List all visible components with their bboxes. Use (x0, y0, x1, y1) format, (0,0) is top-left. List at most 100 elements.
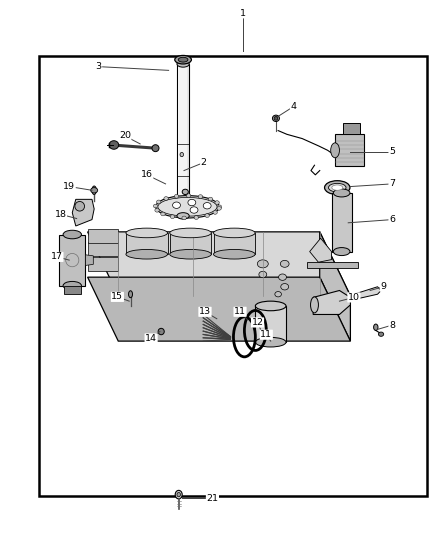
Polygon shape (170, 233, 211, 254)
Ellipse shape (281, 284, 289, 290)
Ellipse shape (182, 216, 186, 220)
Ellipse shape (177, 492, 180, 497)
Ellipse shape (194, 216, 198, 220)
Ellipse shape (182, 189, 188, 195)
Ellipse shape (332, 185, 343, 190)
Ellipse shape (274, 116, 278, 120)
Ellipse shape (156, 200, 161, 204)
Polygon shape (88, 242, 118, 256)
Ellipse shape (92, 186, 96, 195)
Text: 11: 11 (260, 330, 272, 339)
Text: 6: 6 (389, 215, 395, 224)
Ellipse shape (156, 196, 219, 218)
Ellipse shape (203, 203, 211, 209)
Ellipse shape (255, 301, 286, 311)
Ellipse shape (280, 260, 289, 267)
Ellipse shape (174, 195, 179, 198)
Ellipse shape (187, 194, 191, 198)
Ellipse shape (198, 195, 203, 198)
Ellipse shape (311, 297, 318, 313)
Ellipse shape (177, 61, 189, 67)
Ellipse shape (213, 211, 217, 214)
Ellipse shape (170, 215, 175, 219)
Ellipse shape (158, 198, 217, 216)
Polygon shape (335, 134, 364, 166)
Polygon shape (214, 233, 255, 254)
Bar (39, 56, 427, 496)
Ellipse shape (331, 143, 339, 158)
Text: 14: 14 (145, 334, 157, 343)
Polygon shape (313, 290, 350, 314)
Ellipse shape (255, 337, 286, 347)
Text: 20: 20 (119, 132, 131, 140)
Polygon shape (88, 257, 118, 271)
Ellipse shape (63, 281, 81, 290)
Ellipse shape (178, 57, 188, 62)
Polygon shape (343, 123, 360, 134)
Ellipse shape (259, 271, 267, 278)
Ellipse shape (170, 228, 212, 238)
Text: 9: 9 (380, 282, 386, 291)
Polygon shape (178, 64, 187, 216)
Ellipse shape (63, 230, 81, 239)
Ellipse shape (173, 202, 180, 208)
Ellipse shape (126, 249, 168, 259)
Polygon shape (332, 193, 352, 252)
Ellipse shape (374, 324, 378, 330)
Text: 1: 1 (240, 9, 246, 18)
Ellipse shape (378, 332, 384, 336)
Polygon shape (307, 262, 358, 268)
Ellipse shape (205, 214, 209, 217)
Text: 8: 8 (389, 321, 395, 329)
Text: 15: 15 (111, 293, 124, 301)
Polygon shape (354, 287, 381, 300)
Ellipse shape (153, 204, 158, 208)
Ellipse shape (180, 152, 184, 157)
Ellipse shape (126, 228, 168, 238)
Text: 5: 5 (389, 148, 395, 156)
Ellipse shape (161, 212, 165, 216)
Ellipse shape (328, 183, 346, 192)
Ellipse shape (333, 247, 350, 256)
Ellipse shape (214, 249, 255, 259)
Text: 19: 19 (63, 182, 75, 191)
Text: 2: 2 (201, 158, 207, 167)
Text: 10: 10 (348, 293, 360, 302)
Ellipse shape (129, 291, 132, 297)
Ellipse shape (155, 208, 159, 212)
Ellipse shape (170, 249, 212, 259)
Ellipse shape (175, 490, 182, 499)
Polygon shape (88, 232, 350, 296)
Ellipse shape (188, 199, 196, 206)
Ellipse shape (272, 115, 279, 122)
Text: 11: 11 (234, 308, 246, 316)
Polygon shape (85, 255, 93, 265)
Polygon shape (320, 232, 350, 341)
Ellipse shape (175, 55, 191, 64)
Polygon shape (72, 199, 94, 226)
Polygon shape (255, 306, 286, 342)
Ellipse shape (91, 188, 98, 193)
Ellipse shape (190, 207, 198, 213)
Ellipse shape (275, 292, 281, 297)
Text: 17: 17 (51, 253, 63, 261)
Ellipse shape (214, 228, 255, 238)
Polygon shape (177, 64, 189, 216)
Ellipse shape (217, 205, 222, 209)
Text: 16: 16 (141, 171, 153, 179)
Polygon shape (88, 277, 350, 341)
Ellipse shape (109, 141, 119, 149)
Polygon shape (310, 238, 332, 262)
Polygon shape (64, 286, 81, 294)
Ellipse shape (279, 274, 286, 280)
Ellipse shape (325, 181, 350, 195)
Ellipse shape (333, 189, 350, 197)
Ellipse shape (215, 201, 219, 205)
Polygon shape (59, 235, 85, 286)
Polygon shape (126, 233, 167, 254)
Text: 21: 21 (206, 494, 219, 503)
Text: 3: 3 (95, 62, 102, 71)
Ellipse shape (158, 328, 164, 335)
Text: 13: 13 (199, 308, 211, 316)
Ellipse shape (177, 213, 189, 219)
